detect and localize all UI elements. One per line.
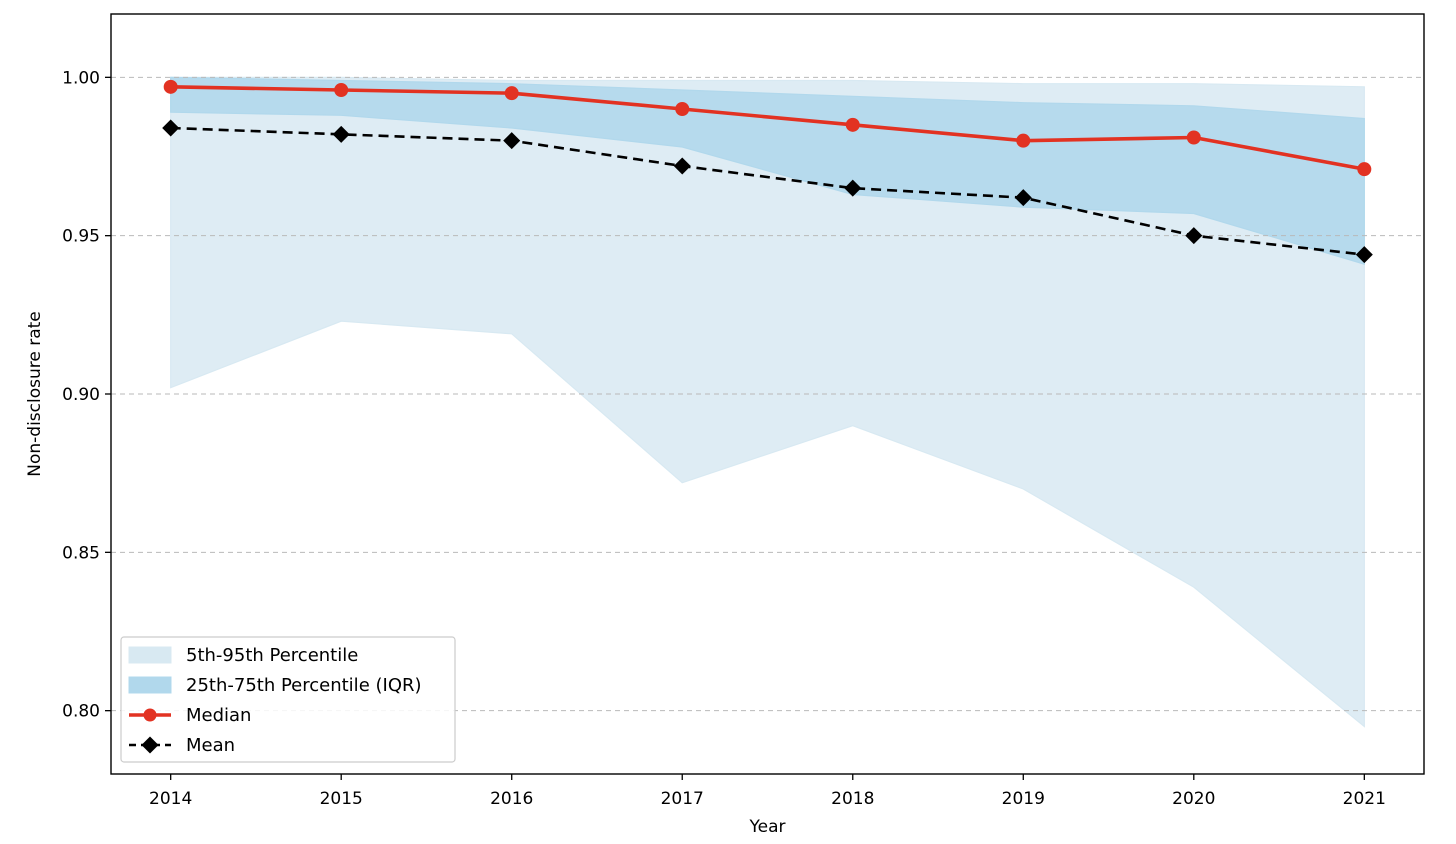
legend-marker-median xyxy=(143,708,157,722)
legend-swatch-iqr-band xyxy=(128,676,172,694)
axes-layer: 0.80 0.85 0.90 0.95 1.00 2014 2015 2016 2017 2018… xyxy=(62,68,1386,809)
legend-label-iqr-band: 25th-75th Percentile (IQR) xyxy=(186,675,422,696)
line-mean xyxy=(170,126,1365,256)
x-tick-label: 2018 xyxy=(831,789,874,809)
legend: 5th-95th Percentile 25th-75th Percentile… xyxy=(120,636,456,763)
marker-mean xyxy=(332,125,350,143)
marker-median xyxy=(845,117,860,132)
marker-mean xyxy=(162,119,180,137)
marker-mean xyxy=(1355,246,1373,264)
marker-mean xyxy=(844,179,862,197)
x-tick-label: 2017 xyxy=(661,789,704,809)
line-median xyxy=(170,85,1365,171)
marker-mean xyxy=(1014,189,1032,207)
marker-median xyxy=(1186,130,1201,145)
marker-median xyxy=(504,86,519,101)
x-tick-label: 2014 xyxy=(149,789,192,809)
bands-layer xyxy=(170,76,1365,728)
x-tick-label: 2020 xyxy=(1172,789,1215,809)
marker-mean xyxy=(673,157,691,175)
band-iqr-25-75 xyxy=(170,76,1365,265)
x-tick-label: 2016 xyxy=(490,789,533,809)
markers-layer xyxy=(162,79,1373,264)
marker-median xyxy=(1016,133,1031,148)
marker-mean xyxy=(1185,227,1203,245)
y-axis-label: Non-disclosure rate xyxy=(25,311,45,477)
y-tick-label: 0.85 xyxy=(62,543,100,563)
y-tick-label: 0.80 xyxy=(62,702,100,722)
legend-label-median: Median xyxy=(186,705,251,726)
marker-median xyxy=(163,79,178,94)
band-percentile-5-95 xyxy=(170,76,1365,728)
y-tick-label: 0.90 xyxy=(62,385,100,405)
marker-median xyxy=(334,83,349,97)
legend-swatch-percentile-band xyxy=(128,646,172,664)
y-tick-label: 0.95 xyxy=(62,227,100,247)
legend-label-mean: Mean xyxy=(186,735,235,756)
legend-box xyxy=(120,636,456,763)
marker-mean xyxy=(503,132,521,150)
marker-median xyxy=(1357,162,1372,177)
x-tick-label: 2015 xyxy=(320,789,363,809)
legend-marker-mean xyxy=(141,736,159,754)
lines-layer xyxy=(170,85,1365,256)
marker-median xyxy=(675,102,690,116)
x-tick-label: 2021 xyxy=(1343,789,1386,809)
x-axis-label: Year xyxy=(749,817,786,837)
legend-label-percentile-band: 5th-95th Percentile xyxy=(186,645,358,666)
x-tick-label: 2019 xyxy=(1002,789,1045,809)
y-tick-label: 1.00 xyxy=(62,68,100,88)
